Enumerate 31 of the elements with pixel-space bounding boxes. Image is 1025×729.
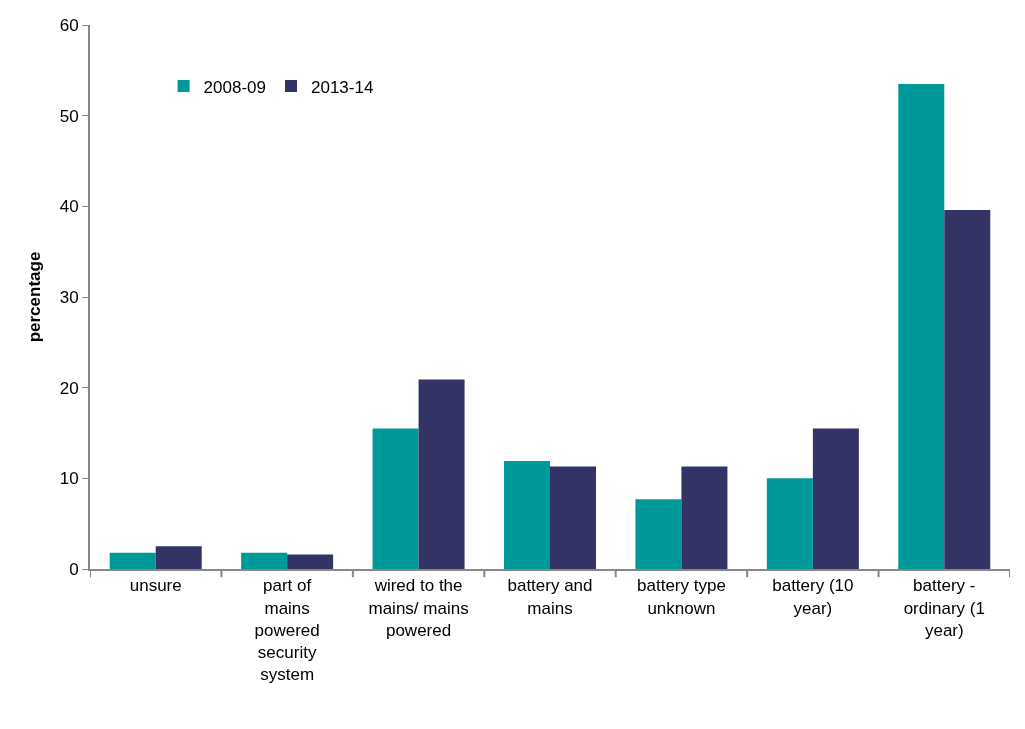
y-tick-label: 50 <box>59 106 79 126</box>
x-tick-label: battery type unknown <box>637 576 726 618</box>
bar <box>155 546 202 569</box>
bar <box>241 552 288 569</box>
bar <box>635 499 682 569</box>
bar <box>504 461 550 569</box>
y-tick-label: 40 <box>59 197 79 217</box>
bar <box>287 554 334 569</box>
y-tick-label: 60 <box>59 15 79 35</box>
y-tick-label: 30 <box>59 287 79 307</box>
x-tick-label: battery (10 year) <box>772 576 854 618</box>
bar <box>372 428 419 569</box>
x-tick-label: battery - ordinary (1 year) <box>903 576 985 640</box>
y-tick-label: 20 <box>59 378 79 398</box>
y-tick-label: 0 <box>69 559 79 579</box>
x-tick-label: wired to the mains/ mains powered <box>368 576 469 640</box>
bar <box>898 83 945 569</box>
y-tick-label: 10 <box>59 469 79 489</box>
legend-label: 2013-14 <box>310 77 374 97</box>
x-tick-label: unsure <box>129 576 182 596</box>
bar <box>681 466 728 569</box>
bar <box>418 379 465 569</box>
x-tick-label: part of mains powered security system <box>254 576 320 684</box>
bar <box>944 209 991 569</box>
legend-label: 2008-09 <box>203 77 266 97</box>
bar <box>766 478 813 569</box>
bar <box>812 428 859 569</box>
bar <box>109 552 156 569</box>
y-axis-title: percentage <box>24 251 44 343</box>
bar <box>550 466 596 569</box>
x-tick-label: battery and mains <box>507 576 593 618</box>
